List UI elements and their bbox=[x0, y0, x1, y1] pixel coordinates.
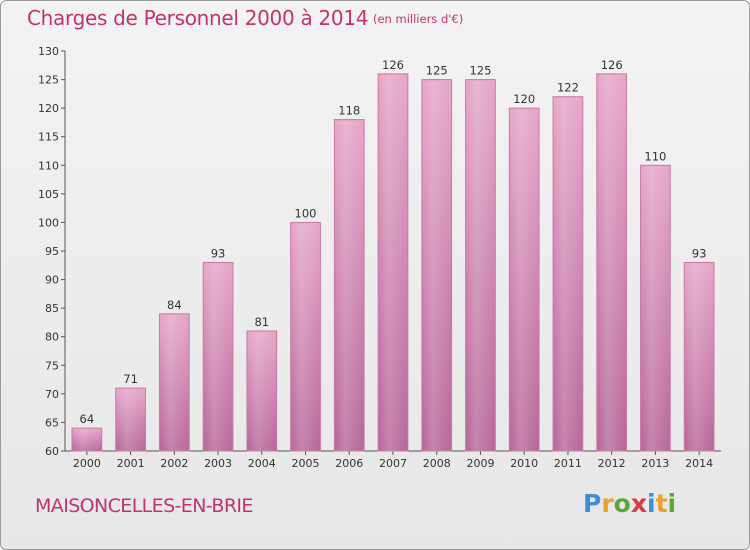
chart-subtitle: (en milliers d'€) bbox=[373, 12, 464, 26]
bar-highlight bbox=[554, 97, 582, 451]
x-tick-label: 2012 bbox=[598, 457, 626, 470]
bar-value-label: 125 bbox=[469, 64, 491, 78]
logo-letter: P bbox=[583, 489, 602, 518]
bar-highlight bbox=[72, 429, 101, 451]
x-tick-label: 2013 bbox=[641, 457, 669, 470]
x-tick-label: 2004 bbox=[248, 457, 276, 470]
bar-highlight bbox=[247, 332, 276, 451]
y-tick-label: 65 bbox=[45, 416, 59, 429]
bar-highlight bbox=[116, 389, 145, 451]
bar-value-label: 110 bbox=[644, 149, 666, 163]
x-tick-label: 2010 bbox=[510, 457, 538, 470]
x-tick-label: 2005 bbox=[292, 457, 320, 470]
logo-letter: t bbox=[655, 489, 668, 518]
y-tick-label: 125 bbox=[38, 74, 59, 87]
bar-value-label: 126 bbox=[382, 58, 404, 72]
logo-letter: x bbox=[630, 489, 647, 518]
bar-highlight bbox=[291, 223, 320, 451]
bar-value-label: 125 bbox=[426, 64, 448, 78]
x-tick-label: 2014 bbox=[685, 457, 713, 470]
bar-highlight bbox=[597, 74, 626, 451]
x-tick-label: 2006 bbox=[335, 457, 363, 470]
bar-value-label: 71 bbox=[123, 372, 138, 386]
bar-value-label: 118 bbox=[338, 104, 360, 118]
y-tick-label: 110 bbox=[38, 159, 59, 172]
bar-highlight bbox=[510, 109, 539, 452]
y-tick-label: 60 bbox=[45, 445, 59, 458]
x-tick-label: 2008 bbox=[423, 457, 451, 470]
chart-title: Charges de Personnel 2000 à 2014 bbox=[27, 6, 369, 30]
bar-value-label: 93 bbox=[692, 246, 707, 260]
y-tick-label: 75 bbox=[45, 359, 59, 372]
x-tick-label: 2001 bbox=[117, 457, 145, 470]
x-tick-label: 2011 bbox=[554, 457, 582, 470]
bar-highlight bbox=[685, 263, 714, 451]
x-tick-label: 2007 bbox=[379, 457, 407, 470]
bar-highlight bbox=[204, 263, 232, 451]
bar-highlight bbox=[160, 314, 189, 451]
x-tick-label: 2003 bbox=[204, 457, 232, 470]
logo-letter: i bbox=[647, 489, 656, 518]
bar-highlight bbox=[422, 80, 451, 452]
y-tick-label: 80 bbox=[45, 331, 59, 344]
bar-value-label: 120 bbox=[513, 92, 535, 106]
y-tick-label: 120 bbox=[38, 102, 59, 115]
y-tick-label: 115 bbox=[38, 131, 59, 144]
logo-letter: r bbox=[601, 489, 614, 518]
bar-highlight bbox=[335, 120, 364, 452]
bar-highlight bbox=[466, 80, 495, 452]
bar-value-label: 126 bbox=[601, 58, 623, 72]
bar-highlight bbox=[379, 74, 407, 451]
bar-value-label: 84 bbox=[167, 298, 182, 312]
bar-value-label: 93 bbox=[211, 246, 226, 260]
bar-value-label: 100 bbox=[295, 206, 317, 220]
logo-letter: o bbox=[613, 489, 631, 518]
bar-value-label: 64 bbox=[80, 412, 95, 426]
y-tick-label: 105 bbox=[38, 188, 59, 201]
y-tick-label: 95 bbox=[45, 245, 59, 258]
x-tick-label: 2000 bbox=[73, 457, 101, 470]
y-tick-label: 100 bbox=[38, 216, 59, 229]
x-tick-label: 2002 bbox=[160, 457, 188, 470]
x-tick-label: 2009 bbox=[466, 457, 494, 470]
y-tick-label: 90 bbox=[45, 274, 59, 287]
bar-value-label: 81 bbox=[254, 315, 269, 329]
proxiti-logo: Proxiti bbox=[583, 489, 676, 518]
y-tick-label: 70 bbox=[45, 388, 59, 401]
bar-value-label: 122 bbox=[557, 81, 579, 95]
y-tick-label: 130 bbox=[38, 45, 59, 58]
logo-letter: i bbox=[667, 489, 677, 518]
bar-highlight bbox=[641, 166, 670, 452]
y-tick-label: 85 bbox=[45, 302, 59, 315]
place-name: MAISONCELLES-EN-BRIE bbox=[35, 495, 253, 517]
